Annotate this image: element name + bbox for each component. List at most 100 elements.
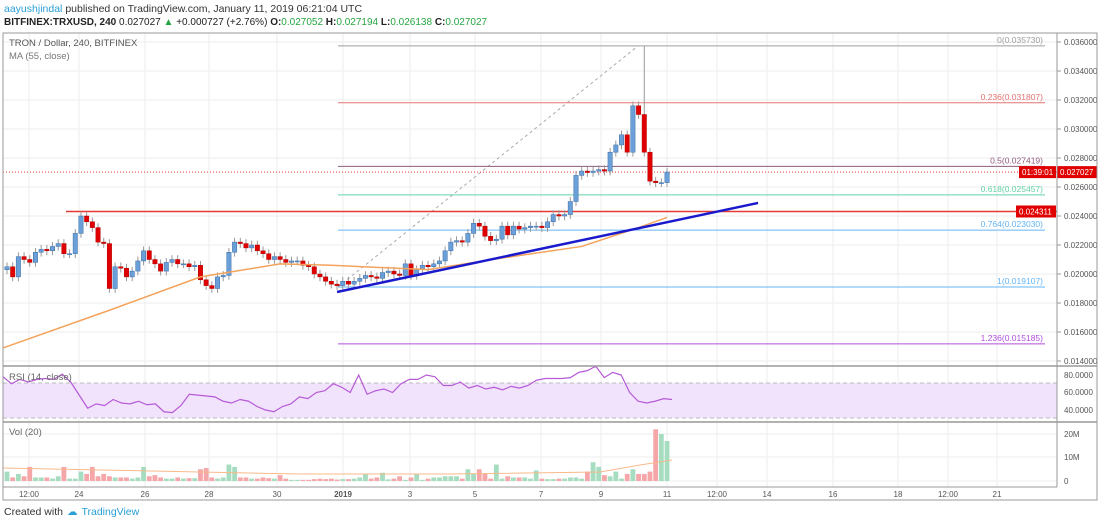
volume-bar — [636, 473, 641, 481]
volume-bar — [363, 473, 368, 481]
candle — [27, 259, 33, 263]
candle — [198, 265, 203, 281]
tradingview-link[interactable]: TradingView — [81, 506, 140, 518]
volume-bar — [203, 468, 209, 481]
candle — [402, 263, 408, 276]
volume-bar — [493, 464, 499, 481]
candles — [4, 45, 670, 293]
candle — [641, 114, 647, 153]
volume-bar — [289, 479, 294, 481]
volume-bar — [328, 478, 334, 481]
time-tick-label: 24 — [75, 490, 84, 499]
candle — [323, 276, 329, 282]
ma-legend[interactable]: MA (55, close) — [9, 51, 70, 62]
volume-bar — [175, 477, 181, 481]
volume-bar — [533, 470, 539, 481]
volume-bar — [55, 476, 61, 481]
volume-bar — [158, 477, 164, 481]
fib-level-label: 1.236(0.015185) — [981, 333, 1044, 343]
volume-bar — [124, 477, 129, 481]
volume-bar — [78, 471, 84, 481]
candle — [232, 241, 238, 253]
candle — [317, 273, 323, 278]
time-tick-label: 12:00 — [938, 490, 959, 499]
vol-legend[interactable]: Vol (20) — [9, 427, 42, 438]
rsi-legend[interactable]: RSI (14, close) — [9, 372, 72, 383]
volume-bar — [152, 475, 158, 481]
volume-bar — [33, 477, 38, 481]
volume-bar — [596, 466, 602, 481]
publish-info: aayushjindal published on TradingView.co… — [4, 3, 362, 15]
volume-bar — [192, 478, 198, 481]
volume-tick-label: 0 — [1064, 477, 1069, 486]
candle — [550, 214, 556, 223]
trend-line[interactable] — [336, 201, 759, 294]
candle — [163, 262, 169, 272]
candle — [442, 250, 448, 262]
volume-bar — [10, 477, 16, 481]
candle — [328, 281, 334, 285]
price-tick-label: 0.026000 — [1064, 183, 1098, 192]
created-with: Created with — [4, 506, 63, 518]
time-tick-label: 3 — [408, 490, 413, 499]
candle — [175, 259, 181, 265]
candle — [368, 275, 374, 278]
fib-retracement[interactable]: 0(0.035730) 0.236(0.031807) 0.5(0.027419) 0… — [337, 35, 1045, 345]
candle — [226, 252, 232, 276]
volume-bar — [215, 478, 220, 481]
candle — [152, 259, 158, 265]
volume-bar — [44, 477, 50, 481]
volume-bar — [67, 478, 72, 481]
volume-bar — [346, 479, 351, 481]
time-tick-label: 28 — [205, 490, 214, 499]
time-tick-label: 5 — [473, 490, 478, 499]
volume-bar — [556, 478, 562, 481]
volume-bar — [249, 478, 255, 481]
candle — [294, 260, 300, 263]
volume-bars — [4, 429, 670, 481]
tradingview-cloud-icon: ☁ — [66, 506, 78, 518]
rsi-tick-label: 40.0000 — [1064, 406, 1093, 415]
price-tick-label: 0.030000 — [1064, 125, 1098, 134]
candle — [636, 105, 642, 115]
volume-bar — [61, 466, 67, 481]
volume-bar — [397, 476, 403, 481]
volume-bar — [607, 476, 613, 481]
candle — [522, 227, 528, 230]
candle — [573, 175, 579, 202]
volume-bar — [72, 478, 78, 481]
candle — [425, 265, 431, 267]
candle — [385, 270, 391, 273]
candle — [567, 201, 573, 215]
volume-bar — [294, 479, 300, 481]
volume-bar — [27, 466, 33, 481]
countdown-badge — [1019, 166, 1056, 179]
candle — [391, 270, 397, 275]
author-link[interactable]: aayushjindal — [4, 3, 63, 15]
time-tick-label: 2019 — [334, 490, 352, 499]
volume-bar — [4, 471, 10, 481]
volume-bar — [266, 478, 272, 481]
volume-bar — [619, 478, 624, 481]
candle — [465, 233, 471, 243]
volume-bar — [21, 476, 27, 481]
volume-bar — [442, 476, 448, 481]
candle — [44, 249, 50, 252]
volume-bar — [613, 471, 619, 481]
volume-bar — [374, 477, 380, 481]
candle — [141, 250, 147, 262]
candle — [186, 263, 192, 268]
chart-frame — [2, 32, 1098, 501]
candle — [101, 241, 107, 244]
candle — [237, 241, 243, 244]
fib-level-label: 0.236(0.031807) — [981, 92, 1044, 102]
candle — [21, 256, 27, 260]
close-value: 0.027027 — [445, 17, 488, 28]
candle — [613, 144, 619, 153]
volume-bar — [454, 476, 459, 481]
volume-bar — [516, 477, 522, 481]
volume-bar — [414, 473, 420, 481]
candle — [607, 151, 613, 172]
candle — [106, 243, 112, 289]
